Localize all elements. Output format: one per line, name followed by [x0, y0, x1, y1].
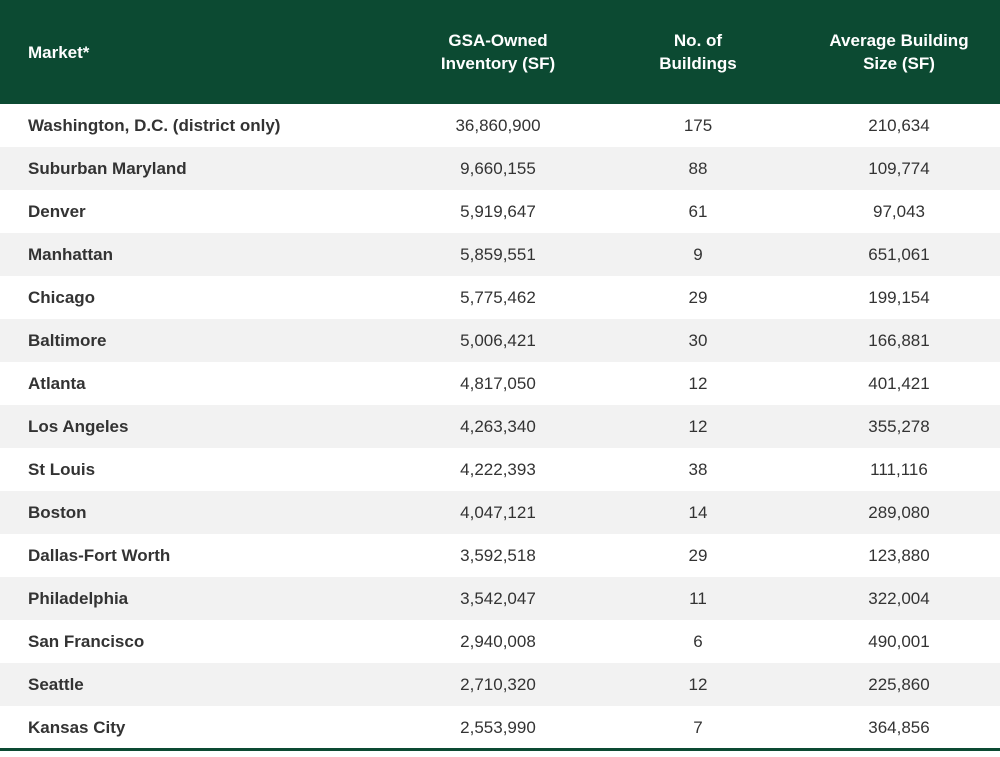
buildings-cell: 12 — [688, 374, 708, 393]
market-cell: Washington, D.C. (district only) — [28, 116, 281, 135]
column-header-line: Size (SF) — [863, 54, 935, 73]
avg-size-cell: 109,774 — [868, 159, 930, 178]
avg-size-cell: 199,154 — [868, 288, 930, 307]
avg-size-cell: 355,278 — [868, 417, 930, 436]
market-cell: St Louis — [28, 460, 96, 479]
inventory-cell: 5,006,421 — [460, 331, 536, 350]
table-row: Chicago 5,775,462 29 199,154 — [0, 276, 1000, 319]
column-header-line: Inventory (SF) — [440, 54, 556, 73]
inventory-cell: 9,660,155 — [460, 159, 536, 178]
market-cell: Philadelphia — [28, 589, 129, 608]
inventory-cell: 4,263,340 — [460, 417, 536, 436]
buildings-cell: 175 — [683, 116, 713, 135]
market-cell: Kansas City — [28, 718, 126, 737]
inventory-cell: 2,553,990 — [460, 718, 536, 737]
table-row: Denver 5,919,647 61 97,043 — [0, 190, 1000, 233]
buildings-cell: 12 — [688, 417, 708, 436]
table-row: Manhattan 5,859,551 9 651,061 — [0, 233, 1000, 276]
buildings-cell: 29 — [688, 546, 708, 565]
buildings-cell: 61 — [688, 202, 708, 221]
table-row: Boston 4,047,121 14 289,080 — [0, 491, 1000, 534]
market-cell: Dallas-Fort Worth — [28, 546, 171, 565]
buildings-cell: 29 — [688, 288, 708, 307]
market-cell: Seattle — [28, 675, 84, 694]
market-cell: Los Angeles — [28, 417, 129, 436]
column-header-line: GSA-Owned — [448, 31, 548, 50]
table-body: Washington, D.C. (district only) 36,860,9… — [0, 104, 1000, 749]
inventory-cell: 2,710,320 — [460, 675, 536, 694]
inventory-cell: 5,775,462 — [460, 288, 536, 307]
column-header-line: No. of — [673, 31, 723, 50]
buildings-cell: 12 — [688, 675, 708, 694]
inventory-cell: 4,047,121 — [460, 503, 536, 522]
avg-size-cell: 651,061 — [868, 245, 930, 264]
table-row: Kansas City 2,553,990 7 364,856 — [0, 706, 1000, 749]
avg-size-cell: 97,043 — [873, 202, 925, 221]
column-header-line: Market* — [28, 42, 90, 62]
table-row: Washington, D.C. (district only) 36,860,9… — [0, 104, 1000, 147]
table-row: Los Angeles 4,263,340 12 355,278 — [0, 405, 1000, 448]
avg-size-cell: 490,001 — [868, 632, 930, 651]
avg-size-cell: 289,080 — [868, 503, 930, 522]
avg-size-cell: 322,004 — [868, 589, 930, 608]
table-header: Market* GSA-Owned Inventory (SF) No. of … — [0, 0, 1000, 104]
column-header-line: Average Building — [829, 31, 969, 50]
buildings-cell: 14 — [688, 503, 708, 522]
market-cell: Chicago — [28, 288, 96, 307]
buildings-cell: 11 — [689, 589, 707, 608]
inventory-cell: 5,919,647 — [460, 202, 536, 221]
table-row: San Francisco 2,940,008 6 490,001 — [0, 620, 1000, 663]
avg-size-cell: 225,860 — [868, 675, 930, 694]
table-row: St Louis 4,222,393 38 111,116 — [0, 448, 1000, 491]
buildings-cell: 6 — [693, 632, 703, 651]
inventory-cell: 4,222,393 — [460, 460, 536, 479]
avg-size-cell: 210,634 — [868, 116, 930, 135]
table-row: Dallas-Fort Worth 3,592,518 29 123,880 — [0, 534, 1000, 577]
buildings-cell: 88 — [688, 159, 708, 178]
market-cell: Suburban Maryland — [28, 159, 187, 178]
buildings-cell: 7 — [693, 718, 703, 737]
market-cell: Boston — [28, 503, 87, 522]
inventory-cell: 4,817,050 — [460, 374, 536, 393]
table-row: Atlanta 4,817,050 12 401,421 — [0, 362, 1000, 405]
avg-size-cell: 111,116 — [870, 460, 928, 479]
inventory-cell: 3,592,518 — [460, 546, 536, 565]
bottom-rule — [0, 748, 1000, 751]
buildings-cell: 30 — [688, 331, 708, 350]
buildings-cell: 9 — [693, 245, 703, 264]
market-cell: Baltimore — [28, 331, 107, 350]
market-cell: Denver — [28, 202, 86, 221]
column-header-avg-size: Average Building Size (SF) — [798, 0, 1000, 104]
inventory-cell: 3,542,047 — [460, 589, 536, 608]
inventory-cell: 5,859,551 — [460, 245, 536, 264]
column-header-market: Market* — [28, 0, 388, 104]
table-row: Suburban Maryland 9,660,155 88 109,774 — [0, 147, 1000, 190]
avg-size-cell: 123,880 — [868, 546, 930, 565]
market-cell: San Francisco — [28, 632, 145, 651]
table-row: Philadelphia 3,542,047 11 322,004 — [0, 577, 1000, 620]
column-header-buildings: No. of Buildings — [608, 0, 788, 104]
column-header-line: Buildings — [659, 54, 737, 73]
table-row: Baltimore 5,006,421 30 166,881 — [0, 319, 1000, 362]
table-row: Seattle 2,710,320 12 225,860 — [0, 663, 1000, 706]
inventory-cell: 36,860,900 — [455, 116, 541, 135]
market-cell: Atlanta — [28, 374, 86, 393]
market-cell: Manhattan — [28, 245, 113, 264]
inventory-cell: 2,940,008 — [460, 632, 536, 651]
avg-size-cell: 364,856 — [868, 718, 930, 737]
avg-size-cell: 166,881 — [868, 331, 930, 350]
column-header-inventory: GSA-Owned Inventory (SF) — [398, 0, 598, 104]
avg-size-cell: 401,421 — [868, 374, 930, 393]
buildings-cell: 38 — [688, 460, 708, 479]
